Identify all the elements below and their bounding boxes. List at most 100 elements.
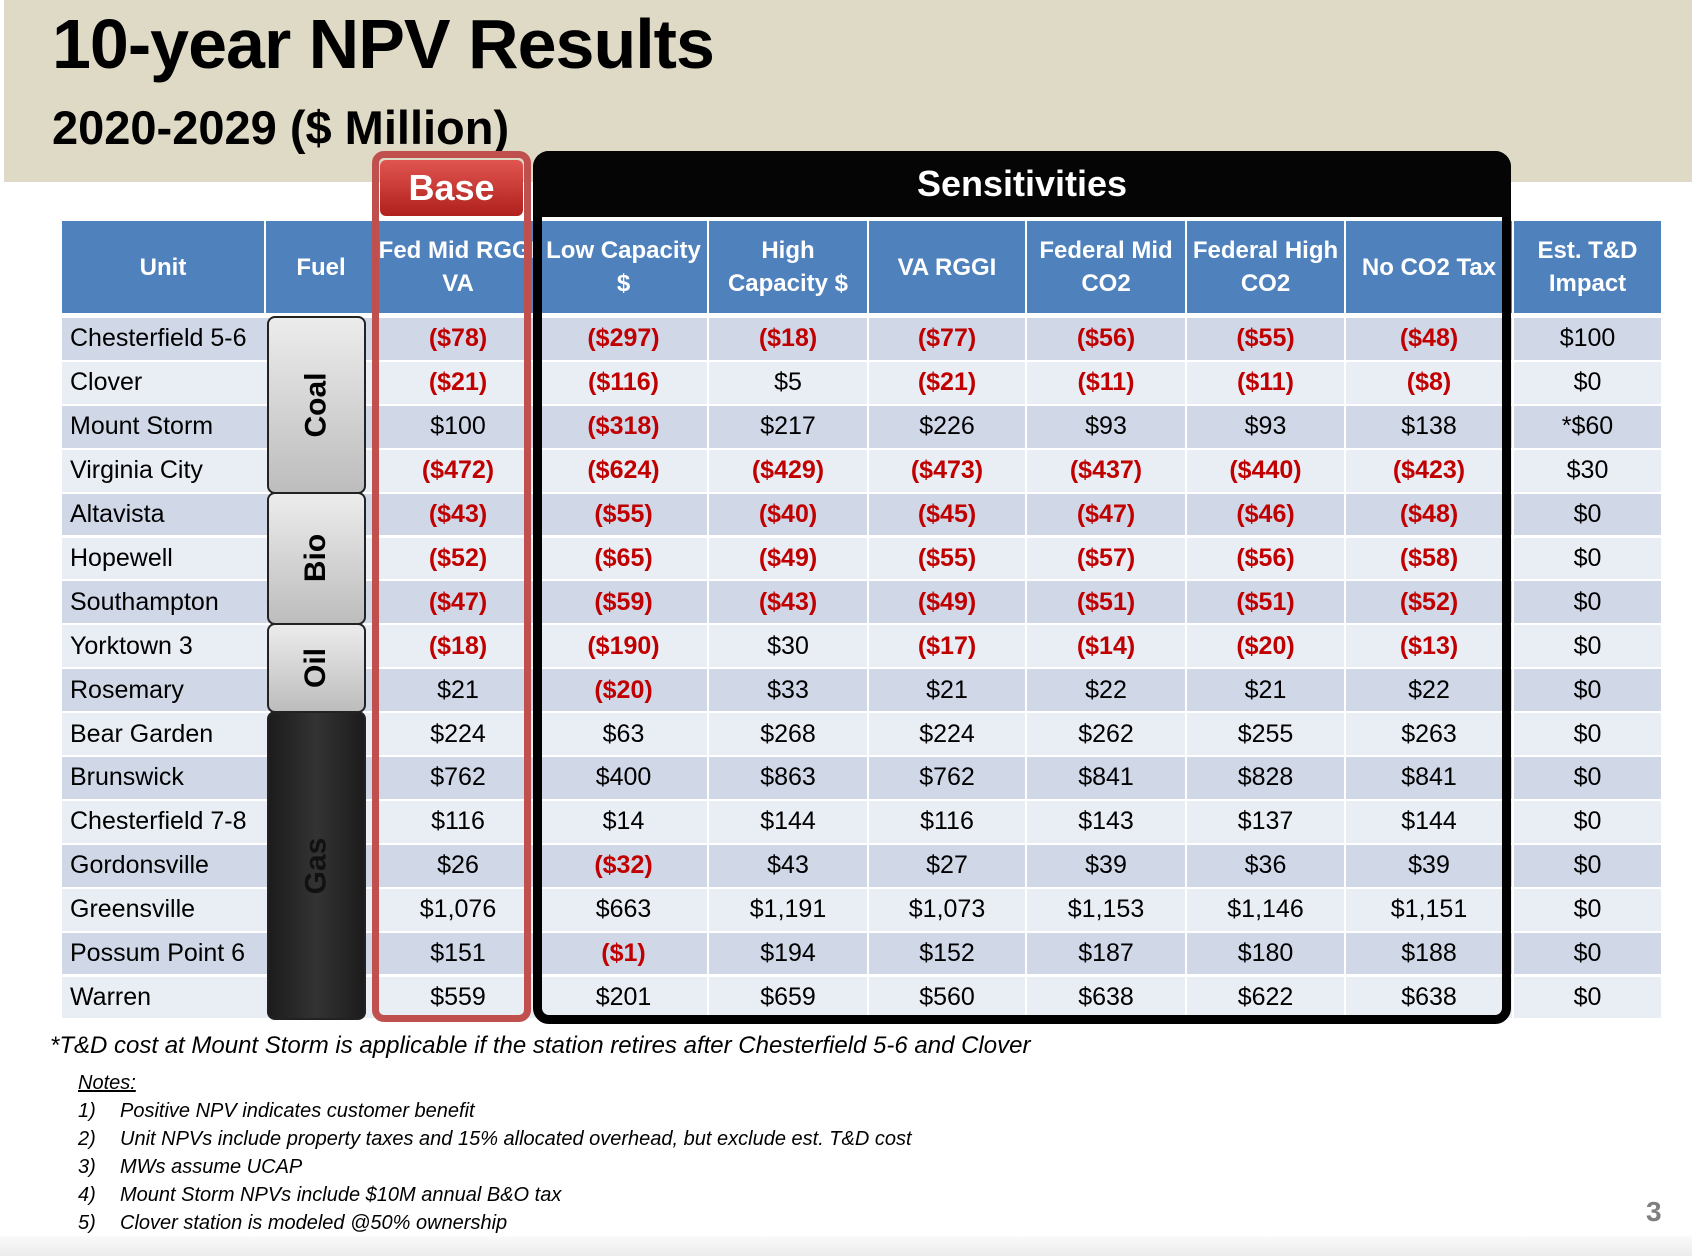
unit-name: Southampton bbox=[70, 587, 219, 616]
value-cell: $188 bbox=[1346, 932, 1514, 975]
page-number: 3 bbox=[1646, 1196, 1662, 1227]
value-cell: $33 bbox=[709, 669, 869, 712]
base-group-label: Base bbox=[380, 160, 523, 216]
sensitivities-group-label: Sensitivities bbox=[533, 151, 1511, 217]
value-cell: ($1) bbox=[540, 932, 709, 975]
unit-name: Clover bbox=[70, 368, 143, 397]
value-cell: ($429) bbox=[709, 449, 869, 492]
unit-name: Chesterfield 7-8 bbox=[70, 807, 247, 836]
unit-name: Warren bbox=[70, 982, 152, 1011]
value-cell: ($59) bbox=[540, 581, 709, 624]
value-cell: $63 bbox=[540, 713, 709, 755]
value-cell: $638 bbox=[1346, 976, 1514, 1019]
value-cell: $93 bbox=[1027, 405, 1187, 448]
value-cell: ($48) bbox=[1346, 318, 1514, 360]
note-item: 4) Mount Storm NPVs include $10M annual B… bbox=[78, 1184, 561, 1207]
value-cell: $663 bbox=[540, 888, 709, 931]
value-cell: ($437) bbox=[1027, 449, 1187, 492]
sensitivities-highlight-box bbox=[533, 151, 1511, 1024]
unit-name: Chesterfield 5-6 bbox=[70, 324, 247, 353]
value-cell: $14 bbox=[540, 800, 709, 843]
value-cell: $152 bbox=[869, 932, 1027, 975]
value-cell: $400 bbox=[540, 757, 709, 799]
unit-name: Rosemary bbox=[70, 675, 184, 704]
value-cell: ($43) bbox=[709, 581, 869, 624]
value-cell: $0 bbox=[1514, 669, 1663, 712]
value-cell: $638 bbox=[1027, 976, 1187, 1019]
value-cell: ($11) bbox=[1027, 361, 1187, 404]
value-cell: ($423) bbox=[1346, 449, 1514, 492]
column-header: VA RGGI bbox=[869, 221, 1027, 313]
column-header: Low Capacity $ bbox=[540, 221, 709, 313]
note-text: Positive NPV indicates customer benefit bbox=[120, 1100, 475, 1122]
value-cell: ($472) bbox=[378, 449, 540, 492]
value-cell: $21 bbox=[1187, 669, 1346, 712]
value-cell: $43 bbox=[709, 844, 869, 887]
column-header: High Capacity $ bbox=[709, 221, 869, 313]
value-cell: ($56) bbox=[1027, 318, 1187, 360]
value-cell: ($116) bbox=[540, 361, 709, 404]
value-cell: ($51) bbox=[1187, 581, 1346, 624]
value-cell: $0 bbox=[1514, 713, 1663, 755]
value-cell: $39 bbox=[1346, 844, 1514, 887]
note-text: Clover station is modeled @50% ownership bbox=[120, 1212, 508, 1234]
value-cell: $39 bbox=[1027, 844, 1187, 887]
value-cell: $224 bbox=[869, 713, 1027, 755]
unit-name: Bear Garden bbox=[70, 719, 214, 748]
value-cell: ($318) bbox=[540, 405, 709, 448]
value-cell: $143 bbox=[1027, 800, 1187, 843]
value-cell: $0 bbox=[1514, 537, 1663, 580]
note-number: 2) bbox=[78, 1128, 96, 1150]
fuel-label: Gas bbox=[299, 837, 333, 895]
value-cell: $194 bbox=[709, 932, 869, 975]
note-text: MWs assume UCAP bbox=[120, 1156, 303, 1178]
value-cell: ($624) bbox=[540, 449, 709, 492]
value-cell: $622 bbox=[1187, 976, 1346, 1019]
note-number: 1) bbox=[78, 1100, 96, 1122]
value-cell: $0 bbox=[1514, 361, 1663, 404]
value-cell: *$60 bbox=[1514, 405, 1663, 448]
unit-name: Gordonsville bbox=[70, 851, 209, 880]
value-cell: $93 bbox=[1187, 405, 1346, 448]
value-cell: ($21) bbox=[869, 361, 1027, 404]
base-highlight-box bbox=[372, 151, 531, 1022]
value-cell: ($20) bbox=[1187, 625, 1346, 668]
footnote: *T&D cost at Mount Storm is applicable i… bbox=[50, 1032, 1031, 1059]
value-cell: $1,151 bbox=[1346, 888, 1514, 931]
value-cell: $560 bbox=[869, 976, 1027, 1019]
value-cell: ($297) bbox=[540, 318, 709, 360]
column-header: Federal High CO2 bbox=[1187, 221, 1346, 313]
unit-name: Greensville bbox=[70, 895, 196, 924]
value-cell: $762 bbox=[869, 757, 1027, 799]
value-cell: $30 bbox=[709, 625, 869, 668]
note-number: 4) bbox=[78, 1184, 96, 1206]
value-cell: $180 bbox=[1187, 932, 1346, 975]
page-title: 10-year NPV Results bbox=[52, 5, 715, 83]
notes-heading: Notes: bbox=[78, 1072, 136, 1094]
value-cell: $268 bbox=[709, 713, 869, 755]
value-cell: $0 bbox=[1514, 757, 1663, 799]
note-text: Unit NPVs include property taxes and 15%… bbox=[120, 1128, 912, 1150]
column-header: Unit bbox=[62, 221, 266, 313]
value-cell: $21 bbox=[869, 669, 1027, 712]
value-cell: $0 bbox=[1514, 888, 1663, 931]
unit-name: Virginia City bbox=[70, 456, 203, 485]
value-cell: ($58) bbox=[1346, 537, 1514, 580]
value-cell: ($8) bbox=[1346, 361, 1514, 404]
value-cell: ($440) bbox=[1187, 449, 1346, 492]
value-cell: ($21) bbox=[378, 361, 540, 404]
column-header: Fed Mid RGGI VA bbox=[378, 221, 540, 313]
value-cell: $144 bbox=[709, 800, 869, 843]
value-cell: $262 bbox=[1027, 713, 1187, 755]
value-cell: $30 bbox=[1514, 449, 1663, 492]
value-cell: ($55) bbox=[540, 493, 709, 536]
value-cell: $0 bbox=[1514, 844, 1663, 887]
page-subtitle: 2020-2029 ($ Million) bbox=[52, 101, 510, 154]
value-cell: ($40) bbox=[709, 493, 869, 536]
value-cell: $137 bbox=[1187, 800, 1346, 843]
value-cell: $0 bbox=[1514, 976, 1663, 1019]
value-cell: $1,073 bbox=[869, 888, 1027, 931]
value-cell: $841 bbox=[1027, 757, 1187, 799]
value-cell: $863 bbox=[709, 757, 869, 799]
value-cell: ($20) bbox=[540, 669, 709, 712]
